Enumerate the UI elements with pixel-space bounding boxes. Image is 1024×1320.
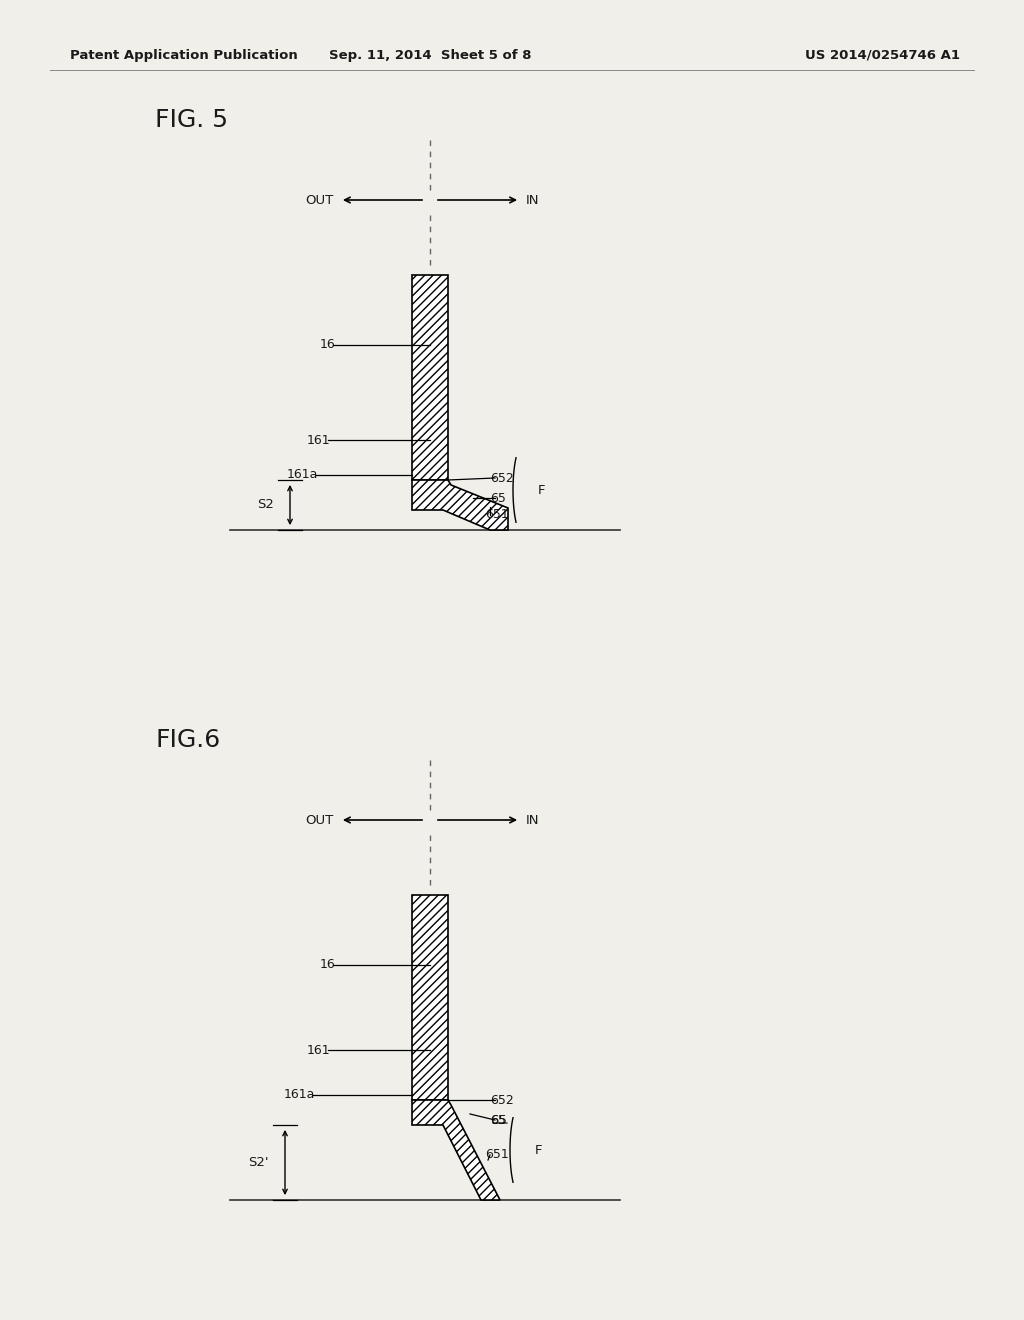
Text: FIG. 5: FIG. 5 (155, 108, 228, 132)
Text: FIG.6: FIG.6 (155, 729, 220, 752)
Text: 16: 16 (319, 958, 335, 972)
Text: 65: 65 (490, 1114, 506, 1126)
Text: 65: 65 (490, 491, 506, 504)
Text: 16: 16 (319, 338, 335, 351)
Text: S2: S2 (257, 499, 274, 511)
Text: F: F (535, 1143, 543, 1156)
Text: 161: 161 (306, 1044, 330, 1056)
Bar (412, 275, 449, 480)
Text: 65: 65 (490, 1114, 507, 1126)
Text: 652: 652 (490, 1093, 514, 1106)
Text: Sep. 11, 2014  Sheet 5 of 8: Sep. 11, 2014 Sheet 5 of 8 (329, 49, 531, 62)
Text: S2': S2' (249, 1156, 269, 1170)
Polygon shape (412, 480, 508, 531)
Text: IN: IN (526, 813, 540, 826)
Text: 651: 651 (485, 1148, 509, 1162)
Text: F: F (538, 483, 546, 496)
Text: 161: 161 (306, 433, 330, 446)
Bar (412, 895, 449, 1100)
Text: Patent Application Publication: Patent Application Publication (70, 49, 298, 62)
Text: 161a: 161a (284, 1089, 315, 1101)
Text: 651: 651 (485, 508, 509, 521)
Text: 652: 652 (490, 471, 514, 484)
Text: OUT: OUT (306, 194, 334, 206)
Text: 161a: 161a (287, 469, 318, 482)
Polygon shape (412, 1100, 500, 1200)
Text: OUT: OUT (306, 813, 334, 826)
Text: US 2014/0254746 A1: US 2014/0254746 A1 (805, 49, 961, 62)
Text: IN: IN (526, 194, 540, 206)
